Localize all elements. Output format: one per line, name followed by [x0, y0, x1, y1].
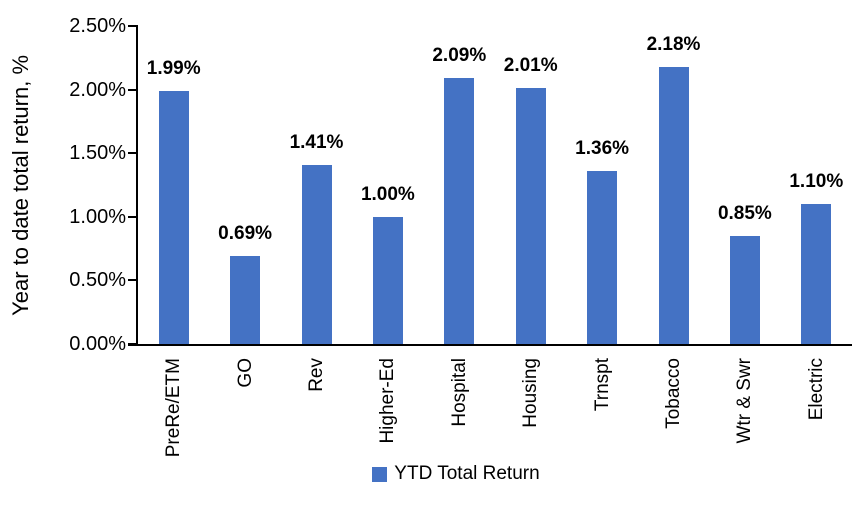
bar	[515, 88, 546, 344]
bar-value-label: 2.18%	[646, 33, 701, 55]
bar-value-label: 1.99%	[146, 57, 201, 79]
bar	[230, 256, 261, 344]
legend-swatch	[372, 466, 388, 482]
y-axis-line	[136, 25, 138, 346]
bar-value-label: 0.85%	[717, 202, 772, 224]
x-axis-category-label: Trnspt	[591, 358, 613, 412]
y-axis-tick-mark	[128, 88, 136, 91]
bar-value-label: 1.41%	[289, 131, 344, 153]
bar-value-label: 1.10%	[789, 171, 844, 193]
bar	[729, 235, 760, 344]
bar	[587, 171, 618, 344]
bar	[158, 90, 189, 344]
x-axis-category-label: Housing	[520, 358, 542, 428]
y-axis-tick-mark	[128, 279, 136, 282]
y-axis-tick-label: 2.00%	[69, 78, 126, 101]
x-axis-category-cell: Tobacco	[638, 358, 709, 462]
bar	[444, 78, 475, 344]
x-axis-category-cell: Higher-Ed	[352, 358, 423, 462]
x-axis-category-label: Electric	[805, 358, 827, 421]
bar-value-label: 2.09%	[432, 45, 487, 67]
y-axis-tick-label: 1.50%	[69, 142, 126, 165]
x-axis-category-label: PreRe/ETM	[163, 358, 185, 458]
x-axis-category-label: Higher-Ed	[377, 358, 399, 444]
bar-value-label: 1.36%	[575, 138, 630, 159]
bar	[372, 216, 403, 344]
y-axis-tick-label: 0.50%	[69, 269, 126, 292]
legend: YTD Total Return	[0, 463, 852, 485]
bar	[658, 66, 689, 344]
x-axis-category-cell: Trnspt	[566, 358, 637, 462]
x-axis-category-label: GO	[234, 358, 256, 388]
y-axis-tick-label: 1.00%	[69, 205, 126, 228]
x-axis-category-cell: Housing	[495, 358, 566, 462]
x-axis-line	[128, 344, 852, 346]
y-axis-title-wrap: Year to date total return, %	[8, 26, 34, 344]
y-axis-tick-mark	[128, 25, 136, 27]
bar	[301, 164, 332, 344]
bar-value-label: 1.00%	[360, 183, 415, 205]
bar-value-label: 2.01%	[503, 55, 558, 77]
x-axis-category-cell: Electric	[781, 358, 852, 462]
x-axis-category-cell: Rev	[281, 358, 352, 462]
y-axis-tick-mark	[128, 152, 136, 155]
bar-value-label: 0.69%	[218, 223, 273, 245]
x-axis-category-label: Hospital	[448, 358, 470, 427]
y-axis-tick-label: 0.00%	[69, 333, 126, 355]
x-axis-category-cell: PreRe/ETM	[138, 358, 209, 462]
x-axis-category-cell: Hospital	[424, 358, 495, 462]
x-axis-category-label: Wtr & Swr	[734, 358, 756, 444]
x-axis-category-cell: GO	[209, 358, 280, 462]
x-axis-category-label: Rev	[305, 358, 327, 392]
y-axis-tick-label: 2.50%	[69, 15, 126, 37]
x-axis-category-cell: Wtr & Swr	[709, 358, 780, 462]
legend-label: YTD Total Return	[394, 463, 540, 484]
y-axis-tick-mark	[128, 215, 136, 218]
x-axis-category-label: Tobacco	[662, 358, 684, 429]
bar	[801, 204, 832, 344]
